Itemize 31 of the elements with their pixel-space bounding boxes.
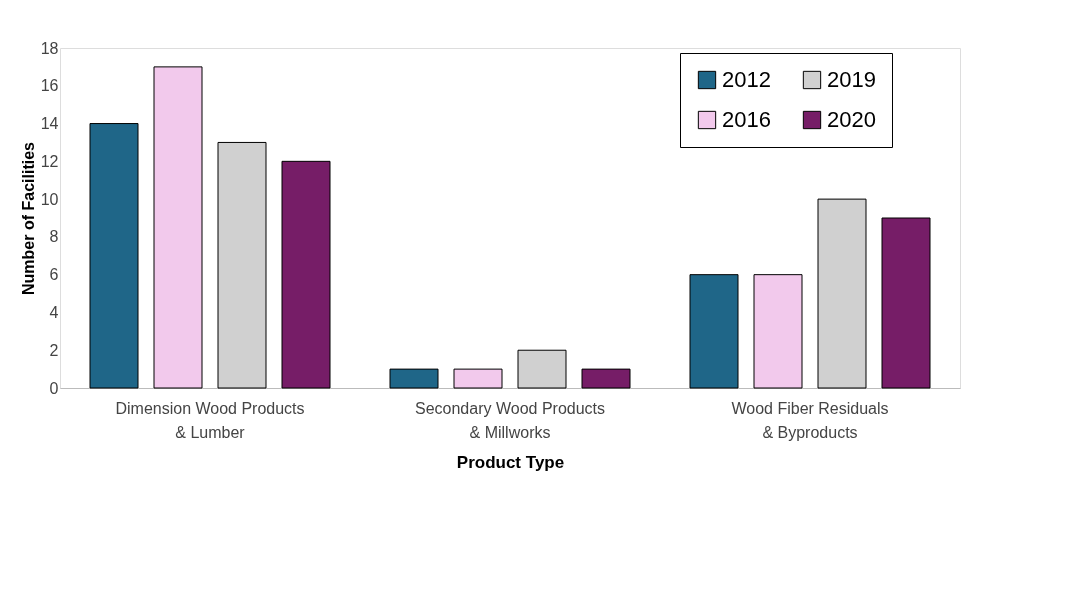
y-tick-label: 2 bbox=[49, 341, 59, 359]
bar bbox=[581, 368, 631, 389]
bar bbox=[881, 217, 931, 389]
legend-label: 2012 bbox=[722, 67, 771, 92]
x-tick-label: Secondary Wood Products & Millworks bbox=[414, 399, 606, 441]
y-tick-label: 18 bbox=[40, 39, 59, 57]
bar bbox=[217, 141, 267, 389]
bar bbox=[453, 368, 503, 389]
legend-label: 2020 bbox=[827, 107, 876, 132]
y-tick-label: 0 bbox=[49, 379, 59, 397]
y-tick-label: 4 bbox=[49, 303, 59, 321]
x-tick-label: Wood Fiber Residuals & Byproducts bbox=[731, 399, 889, 441]
y-tick-label: 8 bbox=[49, 228, 59, 246]
y-tick-label: 14 bbox=[40, 115, 59, 133]
bar bbox=[281, 160, 331, 389]
bar bbox=[689, 274, 739, 389]
bar bbox=[89, 123, 139, 389]
y-tick-label: 6 bbox=[49, 266, 59, 284]
y-tick-label: 10 bbox=[40, 190, 59, 208]
x-axis-title: Product Type bbox=[456, 452, 565, 472]
bar bbox=[389, 368, 439, 389]
legend-label: 2016 bbox=[722, 107, 771, 132]
y-tick-label: 16 bbox=[40, 77, 59, 95]
x-tick-label: Dimension Wood Products & Lumber bbox=[115, 399, 305, 441]
y-axis-title: Number of Facilities bbox=[19, 141, 37, 295]
bar bbox=[153, 66, 203, 389]
legend-label: 2019 bbox=[827, 67, 876, 92]
y-tick-label: 12 bbox=[40, 152, 59, 170]
bar bbox=[517, 349, 567, 389]
bar bbox=[817, 198, 867, 389]
bar bbox=[753, 274, 803, 389]
